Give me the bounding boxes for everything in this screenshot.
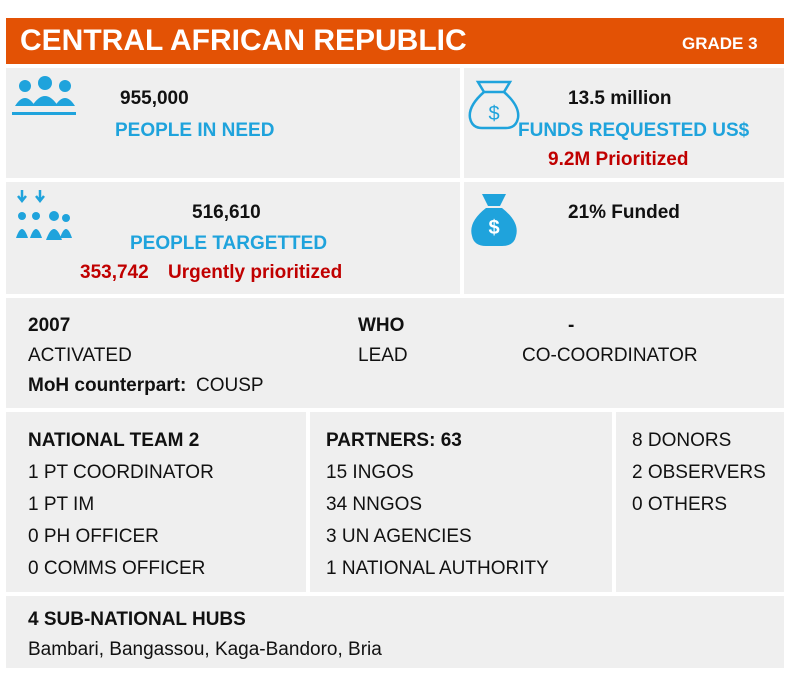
team-heading: NATIONAL TEAM 2	[28, 430, 200, 451]
list-item: 1 PT IM	[28, 494, 95, 515]
list-item: 15 INGOS	[326, 462, 414, 483]
funds-value: 13.5 million	[568, 88, 672, 109]
list-item: 0 COMMS OFFICER	[28, 558, 206, 579]
svg-text:$: $	[488, 217, 499, 239]
panel	[6, 182, 460, 294]
list-item: 2 OBSERVERS	[632, 462, 766, 483]
people-icon	[12, 76, 76, 115]
money-bag-outline: $	[468, 80, 520, 130]
panel	[310, 412, 612, 592]
co: CO-COORDINATOR	[522, 345, 698, 366]
hubs-list: Bambari, Bangassou, Kaga-Bandoro, Bria	[28, 639, 382, 660]
panel	[6, 298, 784, 408]
funded: 21% Funded	[568, 202, 680, 223]
list-item: 0 OTHERS	[632, 494, 728, 515]
targeted-value: 516,610	[192, 202, 261, 223]
panel	[464, 182, 784, 294]
list-item: 1 NATIONAL AUTHORITY	[326, 558, 549, 579]
co-org: -	[568, 315, 575, 336]
year: 2007	[28, 315, 71, 336]
need-value: 955,000	[120, 88, 189, 109]
partners-heading: PARTNERS: 63	[326, 430, 462, 451]
hubs-heading: 4 SUB-NATIONAL HUBS	[28, 609, 246, 630]
panel	[6, 596, 784, 668]
money-bag-icon: $	[471, 194, 517, 246]
grade: GRADE 3	[682, 34, 758, 53]
funds-prioritized: 9.2M Prioritized	[548, 149, 689, 170]
panel	[6, 412, 306, 592]
list-item: 0 PH OFFICER	[28, 526, 159, 547]
targeted-icon	[16, 190, 72, 240]
funds-label: FUNDS REQUESTED US$	[518, 120, 750, 141]
moh-value: COUSP	[196, 375, 264, 396]
targeted-label: PEOPLE TARGETTED	[130, 233, 328, 254]
lead: LEAD	[358, 345, 408, 366]
urgent-label: Urgently prioritized	[168, 262, 343, 283]
urgent-value: 353,742	[80, 262, 149, 283]
list-item: 34 NNGOS	[326, 494, 423, 515]
activated: ACTIVATED	[28, 345, 132, 366]
need-label: PEOPLE IN NEED	[115, 120, 275, 141]
svg-text:$: $	[488, 103, 499, 125]
panel	[616, 412, 784, 592]
panel	[6, 68, 460, 178]
moh-label: MoH counterpart:	[28, 375, 187, 396]
lead-org: WHO	[358, 315, 405, 336]
list-item: 8 DONORS	[632, 430, 732, 451]
list-item: 1 PT COORDINATOR	[28, 462, 214, 483]
header-bar	[6, 18, 784, 64]
title: CENTRAL AFRICAN REPUBLIC	[20, 24, 467, 57]
list-item: 3 UN AGENCIES	[326, 526, 472, 547]
